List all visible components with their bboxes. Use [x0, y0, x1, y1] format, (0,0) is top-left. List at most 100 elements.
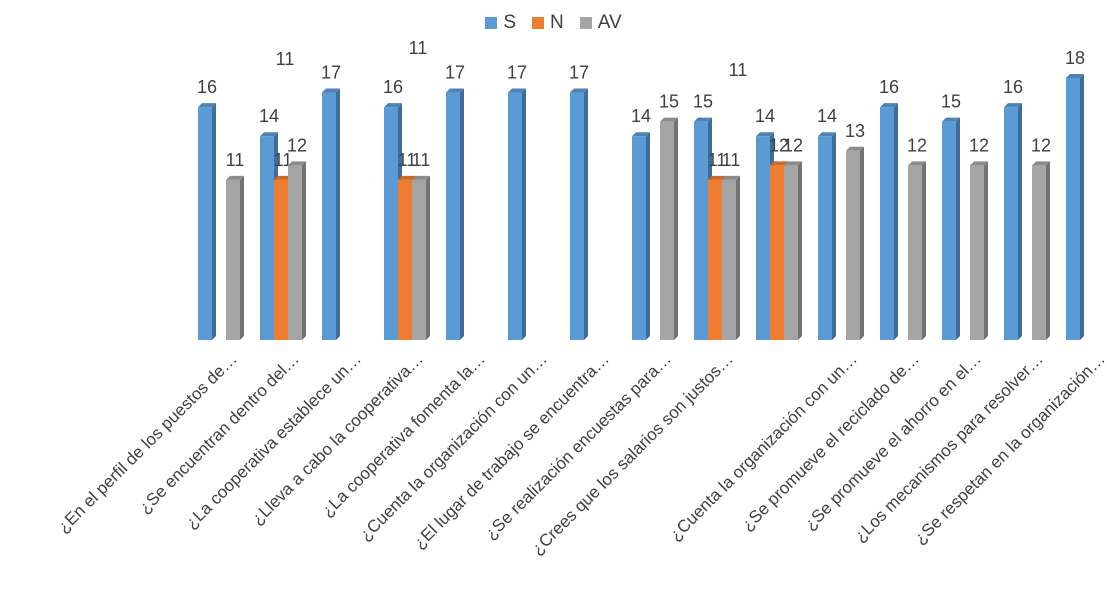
data-label: 15: [941, 92, 961, 112]
floating-label: 11: [729, 60, 748, 80]
bar-top: [784, 161, 802, 166]
bar: [398, 179, 412, 340]
bar-top: [508, 88, 526, 93]
bar-top: [1032, 161, 1050, 166]
bar-side: [922, 161, 926, 340]
bar-side: [460, 88, 464, 340]
bar-top: [632, 132, 650, 137]
bar: [942, 121, 956, 341]
bar-top: [908, 161, 926, 166]
bar: [322, 92, 336, 340]
data-label: 11: [708, 150, 727, 170]
bar-side: [240, 175, 244, 340]
data-label: 14: [259, 106, 279, 126]
bar-side: [736, 175, 740, 340]
bar-side: [860, 146, 864, 340]
bar-top: [446, 88, 464, 93]
data-label: 14: [631, 106, 651, 126]
bar-top: [660, 117, 678, 122]
bar-top: [384, 103, 402, 108]
bar: [1004, 107, 1018, 340]
bar: [260, 136, 274, 340]
data-label: 14: [755, 106, 775, 126]
bar: [508, 92, 522, 340]
bar: [198, 107, 212, 340]
bar-top: [412, 175, 430, 180]
data-label: 16: [1003, 77, 1023, 97]
data-label: 11: [226, 150, 245, 170]
bar-side: [1018, 103, 1022, 340]
bar-top: [288, 161, 306, 166]
legend-swatch-s: [485, 17, 498, 29]
bar: [570, 92, 584, 340]
bar: [818, 136, 832, 340]
bar-top: [846, 146, 864, 151]
data-label: 17: [569, 63, 589, 83]
data-label: 13: [845, 121, 865, 141]
bar-top: [1066, 74, 1084, 78]
data-label: 11: [722, 150, 741, 170]
bar: [880, 107, 894, 340]
bar: [846, 150, 860, 340]
data-label: 12: [1031, 135, 1051, 155]
bar-top: [226, 175, 244, 180]
bar-side: [1046, 161, 1050, 340]
floating-label: 11: [276, 49, 295, 69]
data-label: 16: [879, 77, 899, 97]
bar-top: [880, 103, 898, 108]
bar: [288, 165, 302, 340]
data-label: 12: [769, 135, 789, 155]
bar-top: [398, 175, 416, 180]
bar: [660, 121, 674, 341]
legend-label-av: AV: [597, 12, 622, 33]
data-label: 11: [398, 150, 417, 170]
bar-side: [426, 175, 430, 340]
bar: [1032, 165, 1046, 340]
legend-item-n: N: [532, 12, 564, 34]
bar-top: [198, 103, 216, 108]
bar-top: [694, 117, 712, 122]
bar: [784, 165, 798, 340]
bar: [632, 136, 646, 340]
bar-side: [798, 161, 802, 340]
data-label: 12: [783, 135, 803, 155]
bar-top: [708, 175, 726, 180]
data-label: 15: [693, 92, 713, 112]
bar-top: [756, 132, 774, 137]
bar: [694, 121, 708, 341]
bar-top: [970, 161, 988, 166]
bar-side: [984, 161, 988, 340]
bar: [412, 179, 426, 340]
bar: [226, 179, 240, 340]
bar-top: [274, 175, 292, 180]
bar-side: [1080, 74, 1084, 340]
legend-swatch-av: [579, 17, 592, 29]
legend-item-av: AV: [579, 12, 622, 34]
data-label: 16: [197, 77, 217, 97]
data-label: 17: [321, 63, 341, 83]
bar: [1066, 78, 1080, 340]
bar-side: [212, 103, 216, 340]
bar-top: [322, 88, 340, 93]
bar-top: [570, 88, 588, 93]
legend-swatch-n: [532, 17, 544, 29]
data-label: 14: [817, 106, 837, 126]
bar-side: [956, 117, 960, 341]
legend-label-s: S: [503, 12, 516, 33]
data-label: 17: [507, 63, 527, 83]
chart-legend: S N AV: [0, 12, 1107, 34]
bar-top: [818, 132, 836, 137]
bar-top: [942, 117, 960, 122]
bar: [708, 179, 722, 340]
floating-label: 11: [409, 38, 428, 58]
bar: [722, 179, 736, 340]
data-label: 12: [287, 135, 307, 155]
bar-side: [584, 88, 588, 340]
bar-side: [646, 132, 650, 340]
bar-side: [336, 88, 340, 340]
bar-top: [1004, 103, 1022, 108]
bar-side: [894, 103, 898, 340]
bar-top: [722, 175, 740, 180]
data-label: 11: [274, 150, 293, 170]
